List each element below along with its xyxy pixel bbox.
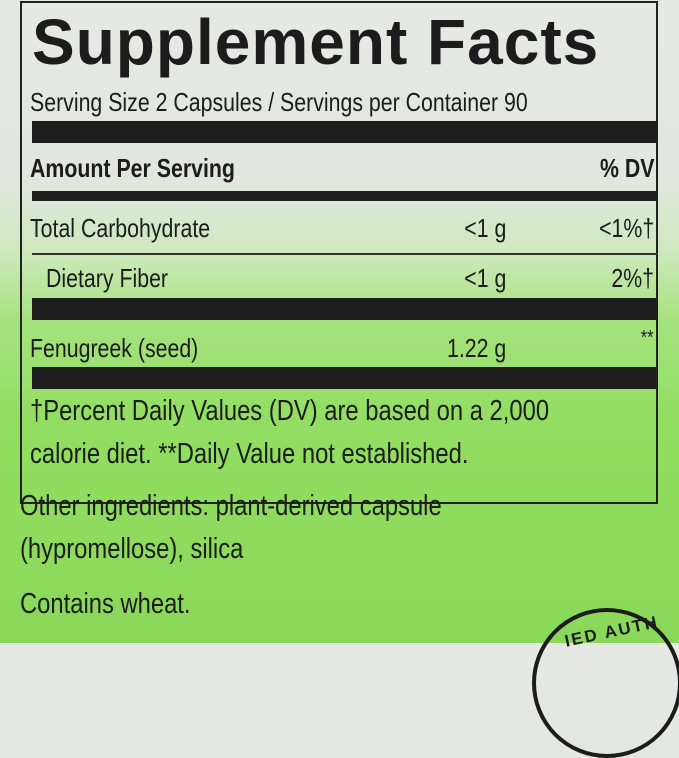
serving-info: Serving Size 2 Capsules / Servings per C… <box>30 87 528 117</box>
row-dv: ** <box>641 327 654 349</box>
amount-per-serving-header: Amount Per Serving <box>30 153 235 183</box>
supplement-facts-panel: Supplement Facts Serving Size 2 Capsules… <box>20 1 658 504</box>
divider-thick <box>32 298 658 320</box>
row-dv: 2%† <box>611 263 654 293</box>
panel-title: Supplement Facts <box>32 6 600 78</box>
divider-medium <box>32 191 658 201</box>
allergen-statement: Contains wheat. <box>20 588 191 620</box>
row-name: Total Carbohydrate <box>30 213 211 243</box>
other-ingredients: (hypromellose), silica <box>20 533 244 565</box>
row-dv: <1%† <box>598 213 654 243</box>
divider-thick <box>32 121 658 143</box>
row-name: Fenugreek (seed) <box>30 333 199 363</box>
footnote-line: calorie diet. **Daily Value not establis… <box>30 438 469 470</box>
certification-seal-icon: IED AUTH <box>532 608 679 758</box>
other-ingredients: Other ingredients: plant-derived capsule <box>20 490 442 522</box>
row-amount: <1 g <box>463 213 506 243</box>
divider-thick <box>32 367 658 389</box>
row-amount: 1.22 g <box>446 333 506 363</box>
footnote-line: †Percent Daily Values (DV) are based on … <box>30 395 550 427</box>
row-name: Dietary Fiber <box>46 263 169 293</box>
row-amount: <1 g <box>463 263 506 293</box>
divider-thin <box>32 253 658 255</box>
seal-text: IED AUTH <box>562 612 661 651</box>
dv-header: % DV <box>599 153 654 183</box>
